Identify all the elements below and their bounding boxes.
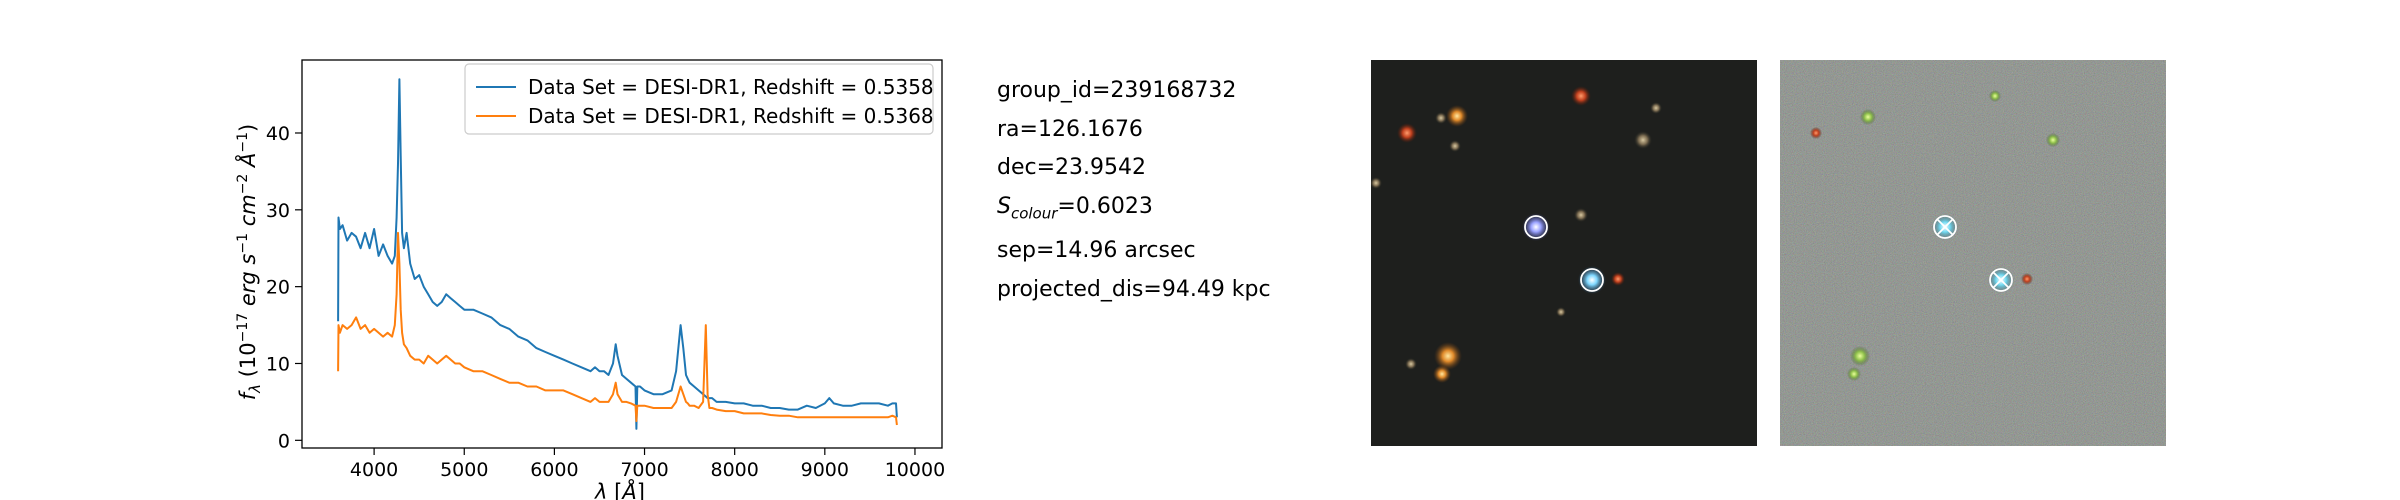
info-panel: group_id=239168732 ra=126.1676 dec=23.95…: [997, 72, 1271, 309]
x-tick-label: 10000: [885, 459, 945, 481]
source-blob: [1847, 367, 1861, 381]
source-blob: [1989, 90, 2001, 102]
y-tick-label: 0: [278, 430, 290, 452]
source-blob: [1433, 365, 1451, 383]
x-axis-ticks: 4000 5000 6000 7000 8000 9000 10000: [350, 448, 945, 481]
legend-entry-1: Data Set = DESI-DR1, Redshift = 0.5358: [528, 75, 934, 99]
group-id-text: group_id=239168732: [997, 78, 1237, 103]
source-blob: [2021, 273, 2033, 285]
target-marker: [1989, 268, 2013, 292]
y-axis-ticks: 0 10 20 30 40: [266, 123, 302, 452]
y-tick-label: 40: [266, 123, 290, 145]
source-blob: [1522, 213, 1550, 241]
projected-dis-text: projected_dis=94.49 kpc: [997, 276, 1271, 302]
target-marker: [1933, 215, 1957, 239]
source-blob: [1556, 307, 1566, 317]
source-blob: [1434, 342, 1462, 370]
y-tick-label: 10: [266, 353, 290, 375]
source-blob: [1860, 109, 1876, 125]
source-blob: [2046, 133, 2060, 147]
dec-text: dec=23.9542: [997, 155, 1147, 180]
sky-cutout-residual: [1780, 60, 2166, 446]
legend: Data Set = DESI-DR1, Redshift = 0.5358 Da…: [464, 63, 934, 135]
source-blob: [1397, 123, 1417, 143]
s-colour-subscript: colour: [1010, 203, 1058, 222]
legend-entry-2: Data Set = DESI-DR1, Redshift = 0.5368: [528, 104, 934, 128]
x-tick-label: 8000: [710, 459, 758, 481]
s-colour-symbol: S: [997, 193, 1011, 219]
cutout-background: [1371, 60, 1757, 446]
s-colour-value: =0.6023: [1057, 193, 1153, 219]
x-tick-label: 6000: [530, 459, 578, 481]
source-blob: [1435, 112, 1447, 124]
source-blob: [1405, 358, 1417, 370]
target-marker: [1524, 215, 1548, 239]
source-blob: [1371, 177, 1382, 189]
y-tick-label: 30: [266, 200, 290, 222]
sky-cutout-color: [1371, 60, 1757, 446]
source-blob: [1850, 346, 1870, 366]
x-axis-label: λ [Å]: [594, 478, 645, 500]
source-blob: [1449, 140, 1461, 152]
source-blob: [1446, 105, 1468, 127]
target-marker: [1580, 268, 1604, 292]
series-lines: [337, 78, 898, 430]
x-tick-label: 7000: [620, 459, 668, 481]
series-line-2: [337, 231, 898, 426]
y-axis-label: fλ (10−17 erg s−1 cm−2 Å−1): [234, 124, 264, 400]
ra-text: ra=126.1676: [997, 116, 1143, 142]
s-colour-text: Scolour=0.6023: [997, 188, 1271, 233]
x-tick-label: 9000: [801, 459, 849, 481]
series-line-1: [337, 78, 898, 430]
source-blob: [1611, 272, 1625, 286]
legend-frame: [464, 63, 934, 135]
x-tick-label: 5000: [440, 459, 488, 481]
source-blob: [1810, 127, 1822, 139]
source-blob: [1571, 86, 1591, 106]
y-tick-label: 20: [266, 277, 290, 299]
source-blob: [1574, 208, 1588, 222]
source-blob: [1634, 131, 1652, 149]
spectrum-chart: 4000 5000 6000 7000 8000 9000 10000 010203040 …: [234, 59, 945, 500]
plot-area: [301, 59, 943, 449]
sep-text: sep=14.96 arcsec: [997, 238, 1196, 264]
cutout-noise: [1780, 60, 2166, 446]
x-tick-label: 4000: [350, 459, 398, 481]
source-blob: [1650, 102, 1662, 114]
source-blob: [1578, 266, 1606, 294]
